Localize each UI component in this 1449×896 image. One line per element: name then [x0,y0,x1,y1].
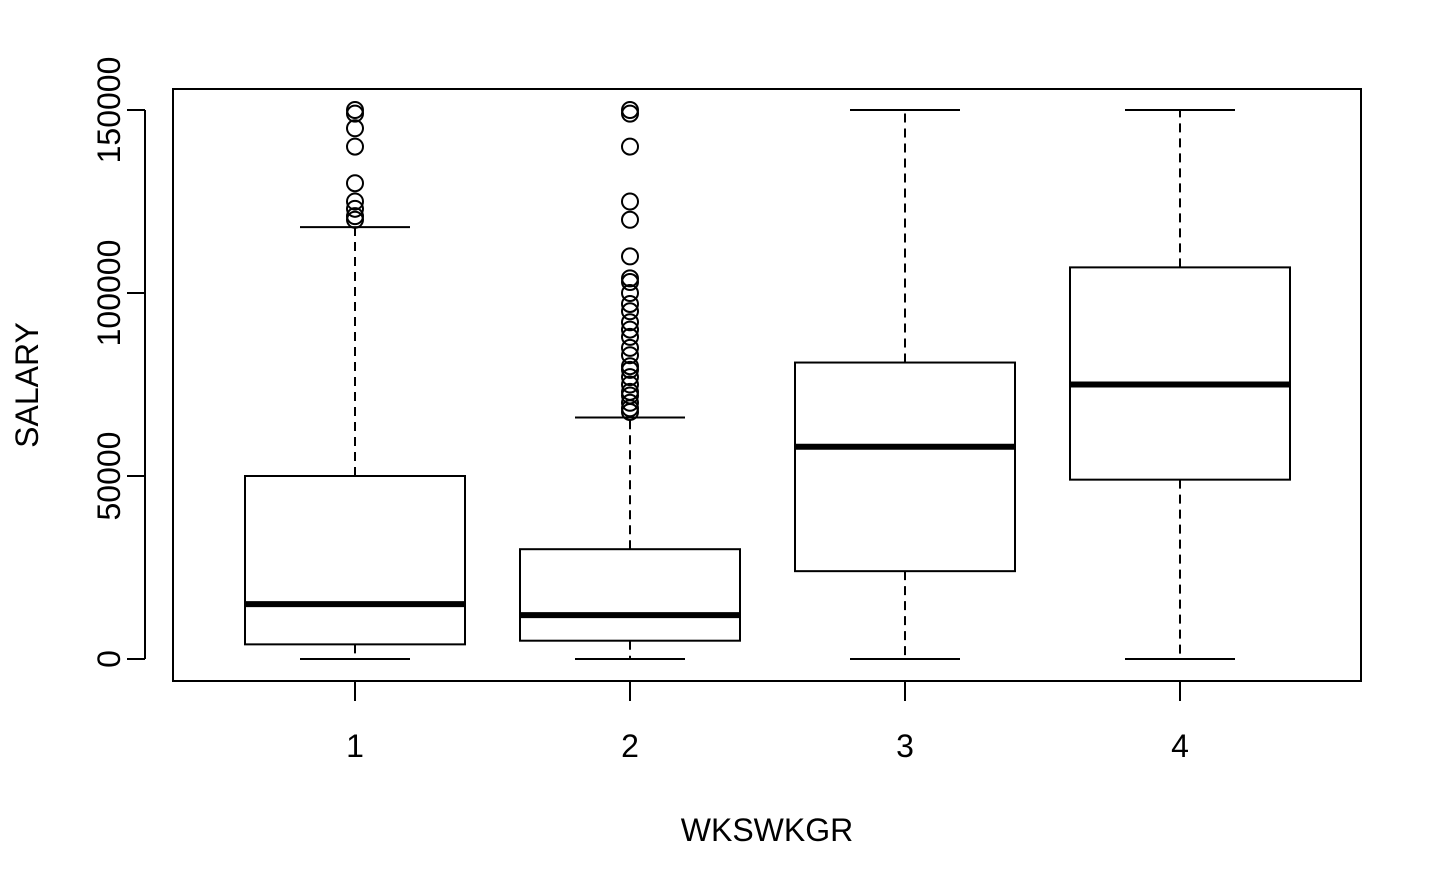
outlier-point [346,174,364,193]
x-axis: 1 2 3 4 [346,680,1189,764]
outlier-point [621,192,639,211]
outlier-point [621,382,639,401]
outlier-point [621,320,639,339]
outlier-point [346,199,364,218]
outlier-point [621,313,639,332]
x-axis-label: WKSWKGR [681,812,853,848]
x-tick-label: 1 [346,728,364,764]
outlier-point [621,101,639,119]
outlier-point [346,119,364,138]
outlier-point [621,338,639,357]
outlier-point [621,269,639,288]
outlier-point [621,273,639,292]
outlier-point [346,101,364,119]
x-tick-label: 2 [621,728,639,764]
outlier-point [621,104,639,123]
outlier-point [621,210,639,229]
box-iqr [244,475,466,646]
outlier-point [621,357,639,376]
y-tick-label: 150000 [91,57,127,164]
outlier-point [621,302,639,321]
box-iqr [519,548,741,642]
y-tick-label: 0 [91,650,127,668]
box-group [1069,109,1291,660]
y-tick-label: 50000 [91,432,127,521]
outlier-point [621,137,639,156]
outlier-point [346,104,364,123]
x-tick-label: 3 [896,728,914,764]
box-iqr [794,361,1016,573]
outlier-point [621,393,639,412]
box-group [244,101,466,660]
outlier-point [621,327,639,346]
boxes [244,101,1291,660]
outlier-point [346,192,364,211]
y-axis: 0 50000 100000 150000 [91,57,146,668]
outlier-point [621,284,639,302]
y-axis-label: SALARY [9,322,45,448]
box-iqr [1069,266,1291,481]
outlier-point [621,294,639,313]
outlier-point [346,137,364,156]
y-tick-label: 100000 [91,240,127,347]
outlier-point [621,346,639,365]
outlier-point [346,207,364,226]
outlier-point [621,375,639,394]
outlier-point [621,247,639,266]
outlier-point [621,368,639,387]
box-group [519,101,741,660]
box-group [794,109,1016,660]
x-tick-label: 4 [1171,728,1189,764]
